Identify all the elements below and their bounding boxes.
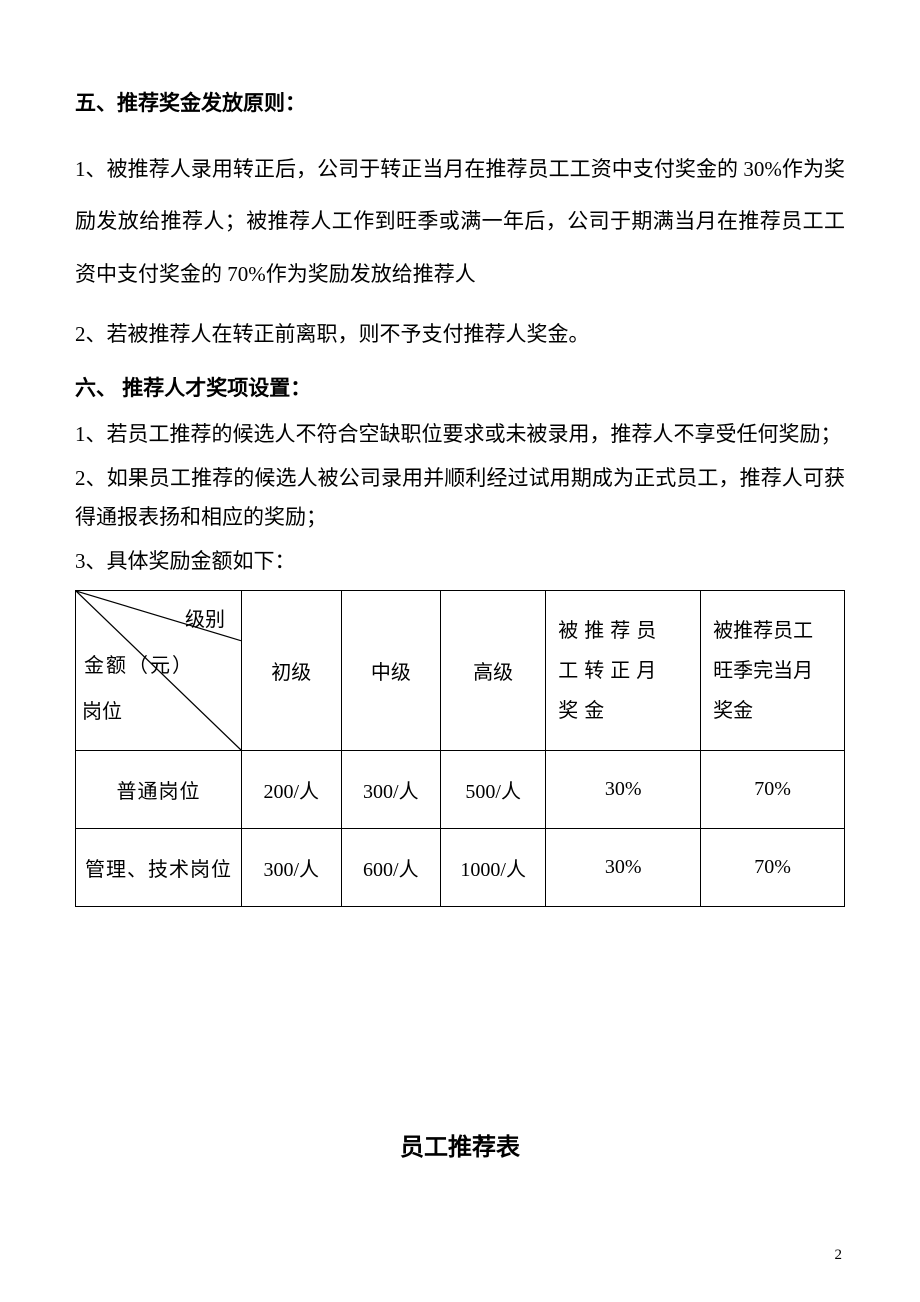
table-cell: 30% — [546, 751, 701, 829]
table-cell: 300/人 — [241, 829, 341, 907]
table-cell: 500/人 — [441, 751, 546, 829]
diag-label-level: 级别 — [185, 603, 225, 632]
row-label: 普通岗位 — [76, 751, 242, 829]
form-title: 员工推荐表 — [75, 1127, 845, 1162]
section6-para3: 3、具体奖励金额如下： — [75, 542, 845, 582]
diag-label-amount: 金额（元） — [84, 649, 194, 678]
col-header-regular-bonus: 被推荐员工转正月奖金 — [546, 591, 701, 751]
table-cell: 600/人 — [341, 829, 441, 907]
table-cell: 1000/人 — [441, 829, 546, 907]
table-cell: 200/人 — [241, 751, 341, 829]
table-cell: 70% — [701, 751, 845, 829]
table-row: 普通岗位 200/人 300/人 500/人 30% 70% — [76, 751, 845, 829]
col-header-senior: 高级 — [441, 591, 546, 751]
section5-para1: 1、被推荐人录用转正后，公司于转正当月在推荐员工工资中支付奖金的 30%作为奖励… — [75, 143, 845, 301]
diag-label-position: 岗位 — [82, 695, 122, 724]
diagonal-header-cell: 级别 金额（元） 岗位 — [76, 591, 242, 751]
section6-heading: 六、 推荐人才奖项设置： — [75, 369, 845, 409]
col-header-peak-bonus: 被推荐员工旺季完当月奖金 — [701, 591, 845, 751]
table-header-row: 级别 金额（元） 岗位 初级 中级 高级 被推荐员工转正月奖金 被推荐员工旺季完… — [76, 591, 845, 751]
bonus-table: 级别 金额（元） 岗位 初级 中级 高级 被推荐员工转正月奖金 被推荐员工旺季完… — [75, 590, 845, 907]
table-cell: 300/人 — [341, 751, 441, 829]
section6-para2: 2、如果员工推荐的候选人被公司录用并顺利经过试用期成为正式员工，推荐人可获得通报… — [75, 459, 845, 539]
table-row: 管理、技术岗位 300/人 600/人 1000/人 30% 70% — [76, 829, 845, 907]
section6-para1: 1、若员工推荐的候选人不符合空缺职位要求或未被录用，推荐人不享受任何奖励； — [75, 415, 845, 455]
page-number: 2 — [835, 1247, 843, 1264]
col-header-mid: 中级 — [341, 591, 441, 751]
section5-heading: 五、推荐奖金发放原则： — [75, 85, 845, 123]
table-cell: 30% — [546, 829, 701, 907]
section5-para2: 2、若被推荐人在转正前离职，则不予支付推荐人奖金。 — [75, 308, 845, 361]
col-header-junior: 初级 — [241, 591, 341, 751]
table-cell: 70% — [701, 829, 845, 907]
row-label: 管理、技术岗位 — [76, 829, 242, 907]
